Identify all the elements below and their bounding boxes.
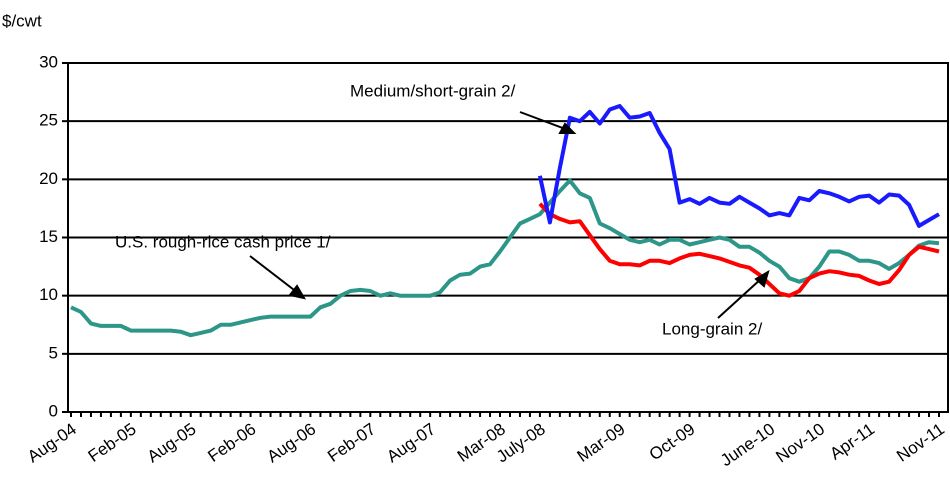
y-tick-label: 5 xyxy=(49,343,58,362)
annotation: Long-grain 2/ xyxy=(662,319,762,338)
x-tick-label: Mar-09 xyxy=(574,419,629,465)
x-tick-label: Aug-04 xyxy=(24,419,80,466)
y-tick-label: 15 xyxy=(39,227,58,246)
y-tick-label: 0 xyxy=(49,401,58,420)
arrow xyxy=(717,277,763,319)
arrow xyxy=(519,111,569,131)
x-tick-label: Aug-05 xyxy=(144,419,200,466)
series-line xyxy=(70,178,940,338)
x-tick-label: Aug-06 xyxy=(264,419,320,466)
y-tick-label: 10 xyxy=(39,285,58,304)
annotation: Medium/short-grain 2/ xyxy=(350,81,516,100)
arrow-head xyxy=(558,122,577,134)
y-axis-label: $/cwt xyxy=(2,11,42,30)
x-tick-label: Aug-07 xyxy=(383,419,439,466)
y-tick-label: 20 xyxy=(39,169,58,188)
series-line xyxy=(537,104,941,228)
x-tick-label: Nov-10 xyxy=(772,419,828,466)
x-tick-label: Nov-11 xyxy=(893,419,948,465)
arrow-head xyxy=(288,284,307,300)
series-line xyxy=(538,202,940,298)
x-tick-label: Apr-11 xyxy=(826,419,878,463)
y-tick-label: 30 xyxy=(39,52,58,71)
arrow xyxy=(249,255,299,294)
annotation: U.S. rough-rice cash price 1/ xyxy=(115,232,331,251)
x-tick-label: Feb-05 xyxy=(85,419,140,465)
plot-frame xyxy=(67,62,949,413)
arrows xyxy=(249,111,770,319)
y-tick-label: 25 xyxy=(39,111,58,130)
x-tick-label: Oct-09 xyxy=(646,419,699,464)
arrow-head xyxy=(754,269,770,288)
x-tick-label: June-10 xyxy=(717,419,778,470)
x-tick-label: Feb-06 xyxy=(204,419,259,465)
x-tick-label: Feb-07 xyxy=(324,419,379,465)
